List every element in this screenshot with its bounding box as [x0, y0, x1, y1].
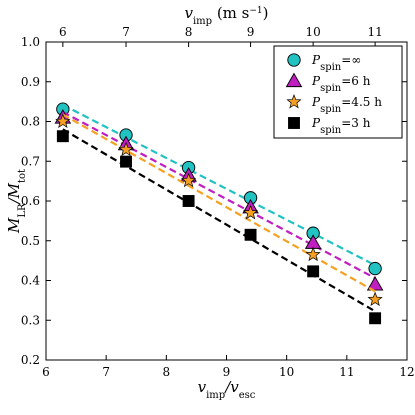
y-tick-label: 0.8 — [21, 115, 40, 129]
data-point-circle — [368, 261, 382, 276]
data-point-square — [369, 312, 382, 325]
data-point-star — [305, 246, 321, 262]
y-tick-label: 0.2 — [21, 353, 40, 367]
y-tick-label: 0.5 — [21, 234, 40, 248]
legend-entry-circle: Pspin=∞ — [287, 53, 361, 73]
data-point-square — [307, 265, 320, 278]
y-tick-label: 0.6 — [21, 194, 40, 208]
legend-marker-star — [286, 94, 302, 109]
legend-entry-triangle: Pspin=6 h — [285, 72, 371, 94]
axis-labels: vimp/vesc vimp (m s−1) MLR/Mtot — [5, 4, 269, 401]
fit-line-triangle — [62, 111, 376, 280]
x-tick-label: 12 — [399, 365, 414, 379]
data-point-triangle — [366, 276, 384, 291]
x-tick-label: 9 — [223, 365, 231, 379]
data-point-star — [367, 291, 383, 307]
fit-line-star — [62, 113, 376, 293]
legend-label: Pspin=4.5 h — [311, 95, 382, 115]
top-tick-label: 10 — [305, 25, 320, 39]
fit-line-circle — [62, 103, 376, 267]
x-tick-label: 7 — [102, 365, 110, 379]
top-tick-label: 9 — [247, 25, 255, 39]
data-point-star — [55, 113, 71, 128]
tick-marks — [45, 41, 408, 361]
y-tick-label: 1.0 — [21, 35, 40, 49]
series-circle — [56, 102, 382, 276]
x-tick-label: 6 — [42, 365, 50, 379]
top-tick-label: 8 — [185, 25, 193, 39]
legend-label: Pspin=6 h — [311, 74, 371, 94]
x-tick-label: 10 — [279, 365, 294, 379]
data-point-square — [120, 155, 132, 168]
legend-entry-star: Pspin=4.5 h — [286, 94, 382, 115]
top-axis-label: vimp (m s−1) — [184, 4, 268, 27]
fit-line-square — [62, 128, 376, 313]
top-tick-label: 7 — [122, 25, 130, 39]
series-square — [56, 128, 382, 325]
legend-marker-triangle — [285, 72, 303, 88]
series-layer — [54, 102, 384, 325]
y-tick-label: 0.4 — [21, 274, 40, 288]
y-tick-label: 0.3 — [21, 313, 40, 327]
x-axis-label: vimp/vesc — [198, 378, 256, 401]
data-point-star — [118, 141, 134, 157]
legend-marker-circle — [287, 53, 301, 67]
tick-labels: 6 7 8 9 10 11 12 0.2 0.3 0.4 0.5 0.6 0.7 0.8 0.9 1.0 6 7 8… — [21, 25, 415, 379]
data-point-square — [56, 130, 69, 143]
data-point-square — [244, 228, 257, 241]
legend-entry-square: Pspin=3 h — [288, 116, 371, 136]
legend-label: Pspin=3 h — [311, 116, 371, 136]
y-axis-label: MLR/Mtot — [5, 169, 28, 234]
data-point-square — [182, 195, 195, 207]
data-point-star — [242, 204, 259, 220]
data-point-star — [181, 172, 197, 188]
legend-label: Pspin=∞ — [311, 53, 361, 73]
top-tick-label: 11 — [367, 25, 382, 39]
x-tick-label: 11 — [339, 365, 354, 379]
top-tick-label: 6 — [59, 25, 67, 39]
series-star — [55, 113, 383, 307]
x-tick-label: 8 — [163, 365, 171, 379]
legend-marker-square — [288, 117, 300, 129]
y-tick-label: 0.9 — [21, 75, 40, 89]
y-tick-label: 0.7 — [21, 154, 40, 168]
